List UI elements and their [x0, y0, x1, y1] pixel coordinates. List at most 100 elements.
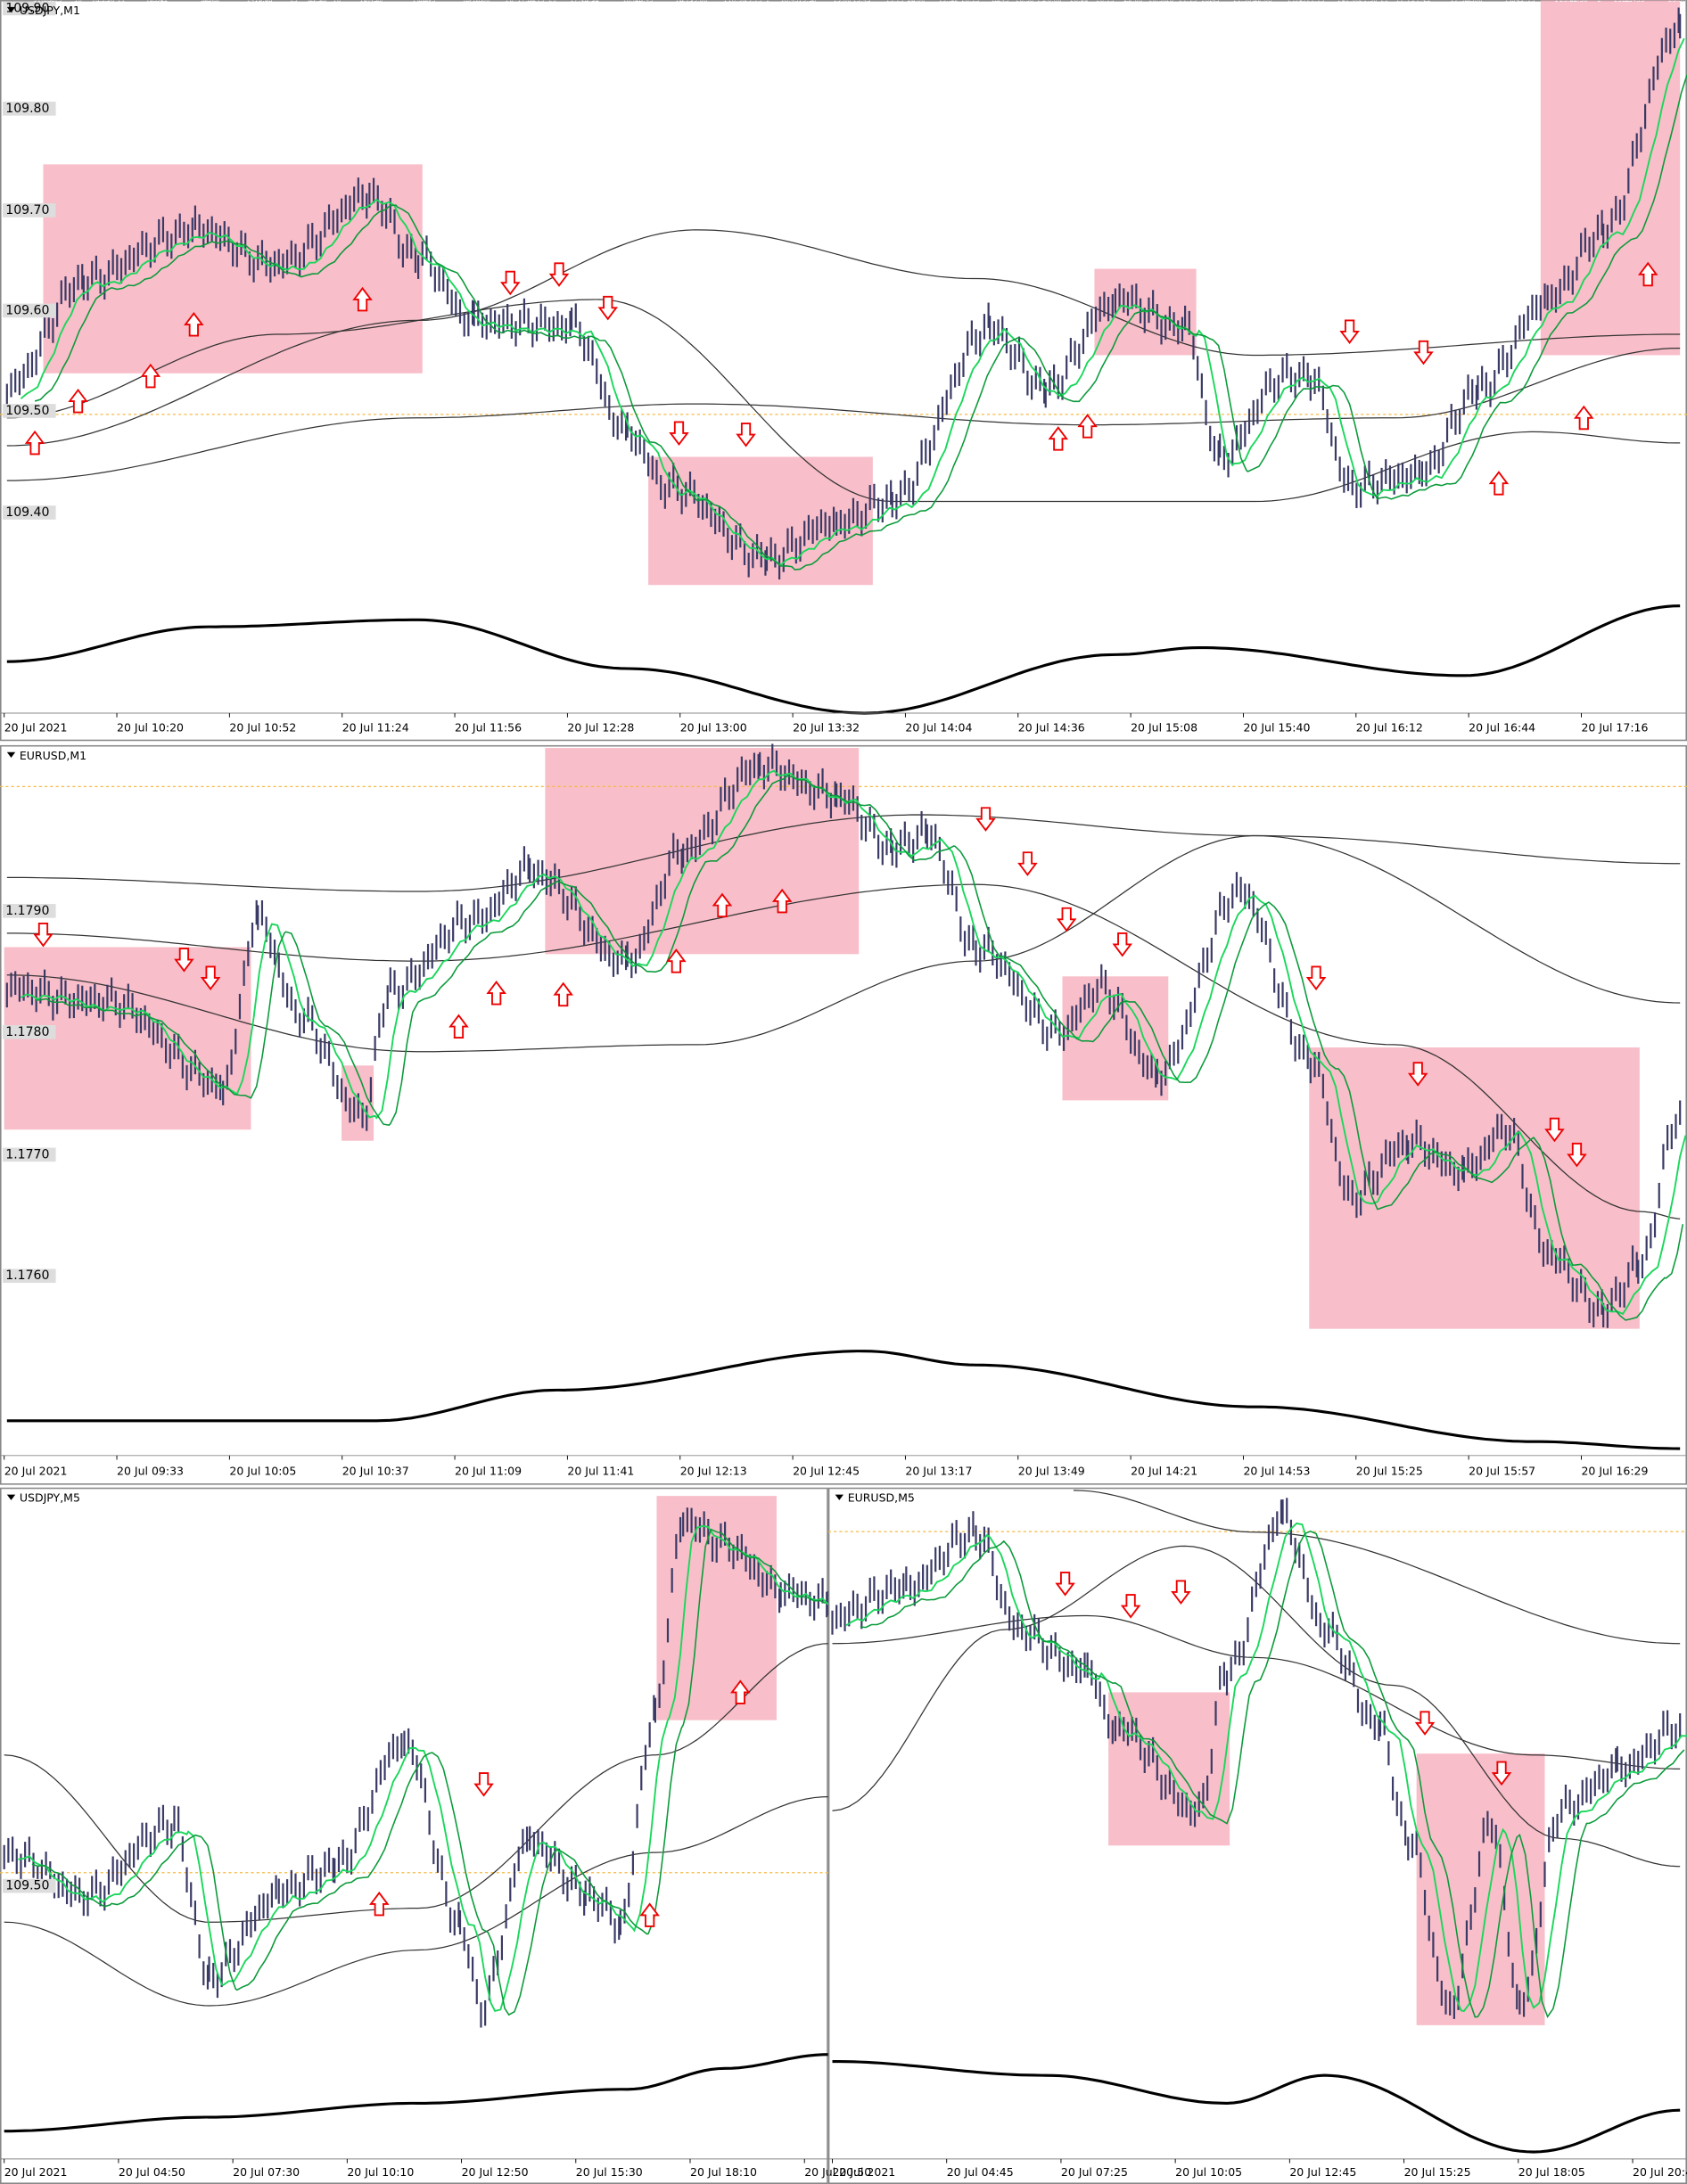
- price-label-bg: [3, 1269, 56, 1284]
- hour-label: 17: [1208, 0, 1216, 4]
- time-label: 20 Jul 2021: [4, 1464, 68, 1477]
- hour-label: 17:30: [363, 0, 381, 4]
- time-label: 20 Jul 10:52: [229, 721, 296, 735]
- panel-title: USDJPY,M1: [20, 4, 80, 17]
- panel-menu-icon: [6, 6, 16, 13]
- moving-average: [6, 348, 1681, 481]
- hour-label: 19:00: [689, 0, 707, 4]
- slow-ma: [31, 1528, 827, 2016]
- hour-label: 15: [1123, 0, 1131, 4]
- price-label-bg: [3, 203, 56, 218]
- signal-arrow: [1055, 1572, 1075, 1597]
- time-label: 20 Jul 15:57: [1469, 1464, 1535, 1477]
- hour-label: 19:15: [885, 0, 903, 4]
- signal-arrow: [200, 965, 221, 990]
- oscillator: [6, 604, 1681, 715]
- hour-label: 18:45: [635, 0, 653, 4]
- hour-label: 22:30: [1451, 0, 1469, 4]
- hour-label: 21:15: [1306, 0, 1324, 4]
- hour-label: 22:15: [1396, 0, 1414, 4]
- panel-menu-icon: [835, 1494, 844, 1500]
- time-label: 20 Jul 13:00: [680, 721, 747, 735]
- hour-label: 22: [592, 0, 600, 4]
- signal-arrow: [1171, 1580, 1191, 1605]
- hour-label: 20:30: [1016, 0, 1033, 4]
- hour-label: 21:45: [1288, 0, 1305, 4]
- time-label: 20 Jul 11:41: [567, 1464, 634, 1477]
- hour-label: 10: [74, 0, 82, 4]
- time-label: 20 Jul 13:49: [1018, 1464, 1085, 1477]
- time-label: 20 Jul 10:05: [229, 1464, 296, 1477]
- time-label: 20 Jul 18:10: [690, 2165, 757, 2179]
- signal-arrow: [448, 1014, 469, 1039]
- moving-average: [6, 229, 1681, 447]
- signal-arrow: [666, 948, 687, 973]
- signal-arrow: [1056, 907, 1077, 932]
- time-label: 20 Jul 2021: [832, 2165, 895, 2179]
- slow-ma: [34, 74, 1687, 571]
- time-label: 20 Jul 11:09: [455, 1464, 522, 1477]
- hour-label: 19:15: [744, 0, 761, 4]
- price-label: 109.50: [5, 1879, 49, 1893]
- hour-label: 3: [810, 0, 813, 4]
- signal-arrow: [174, 948, 194, 973]
- hour-label: 10: [908, 0, 916, 4]
- hour-label: 21: [548, 0, 556, 4]
- highlight-zone: [1062, 976, 1169, 1101]
- panel-frame: [0, 1487, 828, 2184]
- hour-label: 21:30: [1359, 0, 1377, 4]
- time-label: 20 Jul 13:32: [793, 721, 860, 735]
- hour-label: 16:30: [307, 0, 325, 4]
- time-label: 20 Jul 10:20: [117, 721, 184, 735]
- price-label-bg: [3, 1025, 56, 1039]
- time-label: 20 Jul 04:50: [119, 2165, 185, 2179]
- hour-label: 21:15: [1179, 0, 1197, 4]
- hour-label: 19:45: [852, 0, 870, 4]
- moving-average: [6, 299, 1681, 503]
- time-label: 20 Jul 10:10: [347, 2165, 414, 2179]
- signal-arrow: [548, 262, 570, 287]
- time-label: 20 Jul 11:56: [455, 721, 522, 735]
- price-label-bg: [3, 1, 56, 16]
- signal-arrow: [1544, 1117, 1565, 1143]
- signal-arrow: [1491, 1761, 1512, 1786]
- price-label-bg: [3, 102, 56, 116]
- hour-label: 19:00: [833, 0, 851, 4]
- time-label: 20 Jul 18:05: [1518, 2165, 1585, 2179]
- hour-label: 15:15: [44, 0, 62, 4]
- hour-label: 20:00: [907, 0, 925, 4]
- hour-label: 21:00: [1254, 0, 1271, 4]
- hour-label: 20: [506, 0, 514, 4]
- hour-label: 11: [950, 0, 959, 4]
- signal-arrow: [473, 1772, 494, 1797]
- hour-label: 18: [419, 0, 427, 4]
- time-label: 20 Jul 12:45: [1289, 2165, 1356, 2179]
- hour-label: 22:00: [1464, 0, 1482, 4]
- hour-label: 2: [766, 0, 769, 4]
- time-label: 20 Jul 10:05: [1175, 2165, 1242, 2179]
- signal-arrow: [1305, 965, 1327, 990]
- time-label: 20 Jul 12:45: [793, 1464, 860, 1477]
- fast-ma: [845, 1522, 1687, 2013]
- hour-label: 14: [1080, 0, 1088, 4]
- hour-label: 15:45: [149, 0, 167, 4]
- time-label: 20 Jul 12:50: [462, 2165, 529, 2179]
- price-label-bg: [3, 303, 56, 318]
- hour-label: 2: [1598, 0, 1601, 4]
- time-label: 20 Jul 13:17: [905, 1464, 972, 1477]
- signal-arrow: [1407, 1062, 1428, 1087]
- signal-arrow: [771, 888, 793, 914]
- hour-label: 18:00: [622, 0, 640, 4]
- hour-label: 20:45: [1070, 0, 1088, 4]
- hour-label: 13: [1037, 0, 1045, 4]
- hour-label: 21:30: [1233, 0, 1251, 4]
- price-label: 109.40: [5, 505, 49, 520]
- moving-average: [4, 1643, 828, 1923]
- hour-label: 16:00: [37, 0, 54, 4]
- hour-label: 9: [867, 0, 870, 4]
- hour-label: 22:45: [1505, 0, 1523, 4]
- highlight-zone: [1309, 1047, 1640, 1329]
- signal-arrow: [1120, 1594, 1141, 1619]
- slow-ma: [860, 1530, 1685, 2019]
- hour-label: 23: [1467, 0, 1475, 4]
